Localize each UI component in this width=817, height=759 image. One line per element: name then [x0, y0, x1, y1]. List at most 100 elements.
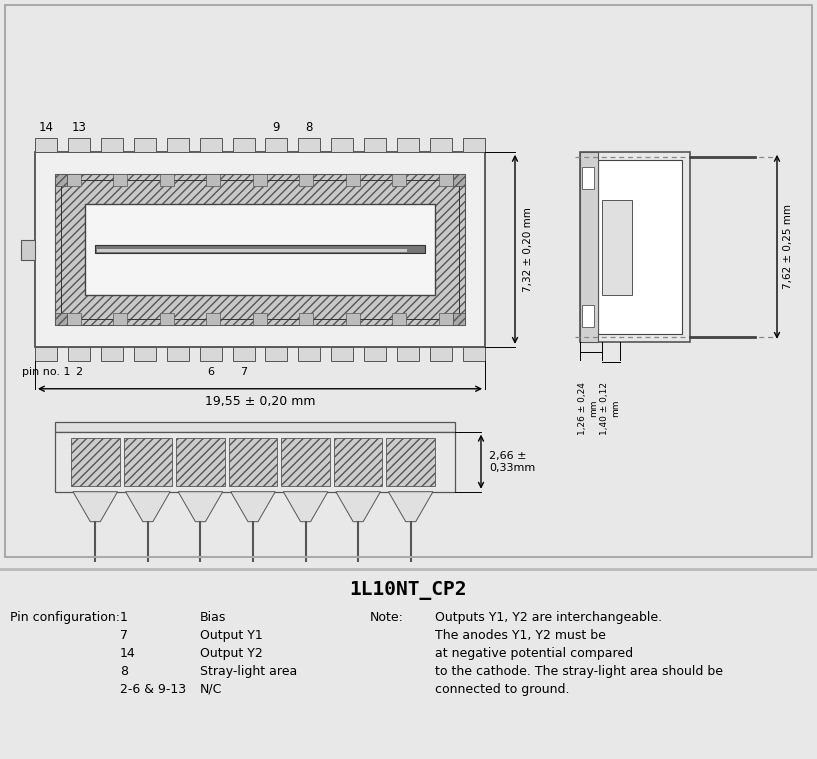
Bar	[602, 200, 632, 294]
Bar	[430, 138, 452, 152]
Bar	[298, 347, 320, 361]
Bar	[35, 138, 57, 152]
Text: Bias: Bias	[200, 611, 226, 624]
Text: 2-6 & 9-13: 2-6 & 9-13	[120, 683, 186, 696]
Text: 14: 14	[120, 647, 136, 660]
Text: 8: 8	[120, 665, 128, 678]
Polygon shape	[336, 492, 381, 521]
Bar	[332, 347, 353, 361]
Text: 1,26 ± 0,24
mm: 1,26 ± 0,24 mm	[578, 382, 598, 435]
Bar	[100, 138, 123, 152]
Text: Output Y1: Output Y1	[200, 628, 263, 642]
Bar	[386, 438, 435, 486]
Bar	[582, 167, 594, 189]
Bar	[199, 138, 221, 152]
Bar	[397, 347, 419, 361]
Bar	[346, 174, 360, 186]
Text: 6: 6	[208, 367, 214, 376]
Bar	[364, 138, 386, 152]
Bar	[334, 438, 382, 486]
Text: Note:: Note:	[370, 611, 404, 624]
Bar	[453, 174, 465, 186]
Bar	[580, 152, 690, 342]
Bar	[55, 422, 455, 432]
Bar	[134, 347, 156, 361]
Bar	[97, 250, 407, 252]
Bar	[364, 347, 386, 361]
Text: 8: 8	[306, 121, 313, 134]
Bar	[266, 347, 288, 361]
Polygon shape	[388, 492, 433, 521]
Bar	[85, 204, 435, 294]
Polygon shape	[283, 492, 328, 521]
Bar	[35, 347, 57, 361]
Bar	[100, 347, 123, 361]
Text: 9: 9	[273, 121, 280, 134]
Bar	[463, 138, 485, 152]
Bar	[253, 313, 267, 325]
Text: 7: 7	[120, 628, 128, 642]
Bar	[298, 138, 320, 152]
Bar	[160, 313, 174, 325]
Text: at negative potential compared: at negative potential compared	[435, 647, 633, 660]
Bar	[199, 347, 221, 361]
Bar	[253, 174, 267, 186]
Bar	[266, 138, 288, 152]
Text: 7,32 ± 0,20 mm: 7,32 ± 0,20 mm	[523, 207, 533, 291]
Bar	[167, 347, 189, 361]
Bar	[55, 174, 465, 325]
Text: 1,40 ± 0,12
mm: 1,40 ± 0,12 mm	[600, 382, 620, 435]
Bar	[463, 347, 485, 361]
Bar	[598, 160, 682, 334]
Bar	[176, 438, 225, 486]
Text: Output Y2: Output Y2	[200, 647, 263, 660]
Text: 7,62 ± 0,25 mm: 7,62 ± 0,25 mm	[783, 204, 793, 289]
Text: Outputs Y1, Y2 are interchangeable.: Outputs Y1, Y2 are interchangeable.	[435, 611, 662, 624]
Bar	[71, 438, 119, 486]
Bar	[332, 138, 353, 152]
Bar	[439, 174, 453, 186]
Bar	[67, 313, 81, 325]
Bar	[55, 432, 455, 492]
Bar	[430, 347, 452, 361]
Bar	[35, 152, 485, 347]
Text: 1: 1	[120, 611, 128, 624]
Bar	[580, 152, 598, 342]
Bar	[61, 180, 459, 319]
Bar	[95, 245, 425, 254]
Bar	[55, 174, 67, 186]
Bar	[160, 174, 174, 186]
Text: connected to ground.: connected to ground.	[435, 683, 569, 696]
Bar	[207, 174, 221, 186]
Bar	[233, 138, 255, 152]
Text: Stray-light area: Stray-light area	[200, 665, 297, 678]
Bar	[55, 313, 67, 325]
Polygon shape	[230, 492, 275, 521]
Text: N/C: N/C	[200, 683, 222, 696]
Text: 13: 13	[71, 121, 87, 134]
Bar	[582, 305, 594, 327]
Polygon shape	[126, 492, 170, 521]
Text: 2,66 ±
0,33mm: 2,66 ± 0,33mm	[489, 451, 535, 473]
Bar	[281, 438, 330, 486]
Bar	[233, 347, 255, 361]
Bar	[68, 347, 90, 361]
Bar	[68, 138, 90, 152]
Bar	[229, 438, 277, 486]
Bar	[392, 174, 407, 186]
Bar	[392, 313, 407, 325]
Text: 19,55 ± 0,20 mm: 19,55 ± 0,20 mm	[205, 395, 315, 408]
Bar	[453, 313, 465, 325]
Bar	[346, 313, 360, 325]
Bar	[167, 138, 189, 152]
Bar	[397, 138, 419, 152]
Text: to the cathode. The stray-light area should be: to the cathode. The stray-light area sho…	[435, 665, 723, 678]
Bar	[300, 174, 314, 186]
Polygon shape	[178, 492, 223, 521]
Text: 1L10NT_CP2: 1L10NT_CP2	[350, 581, 467, 600]
Bar	[439, 313, 453, 325]
Text: The anodes Y1, Y2 must be: The anodes Y1, Y2 must be	[435, 628, 606, 642]
Bar	[21, 240, 35, 260]
Bar	[114, 174, 127, 186]
Bar	[67, 174, 81, 186]
